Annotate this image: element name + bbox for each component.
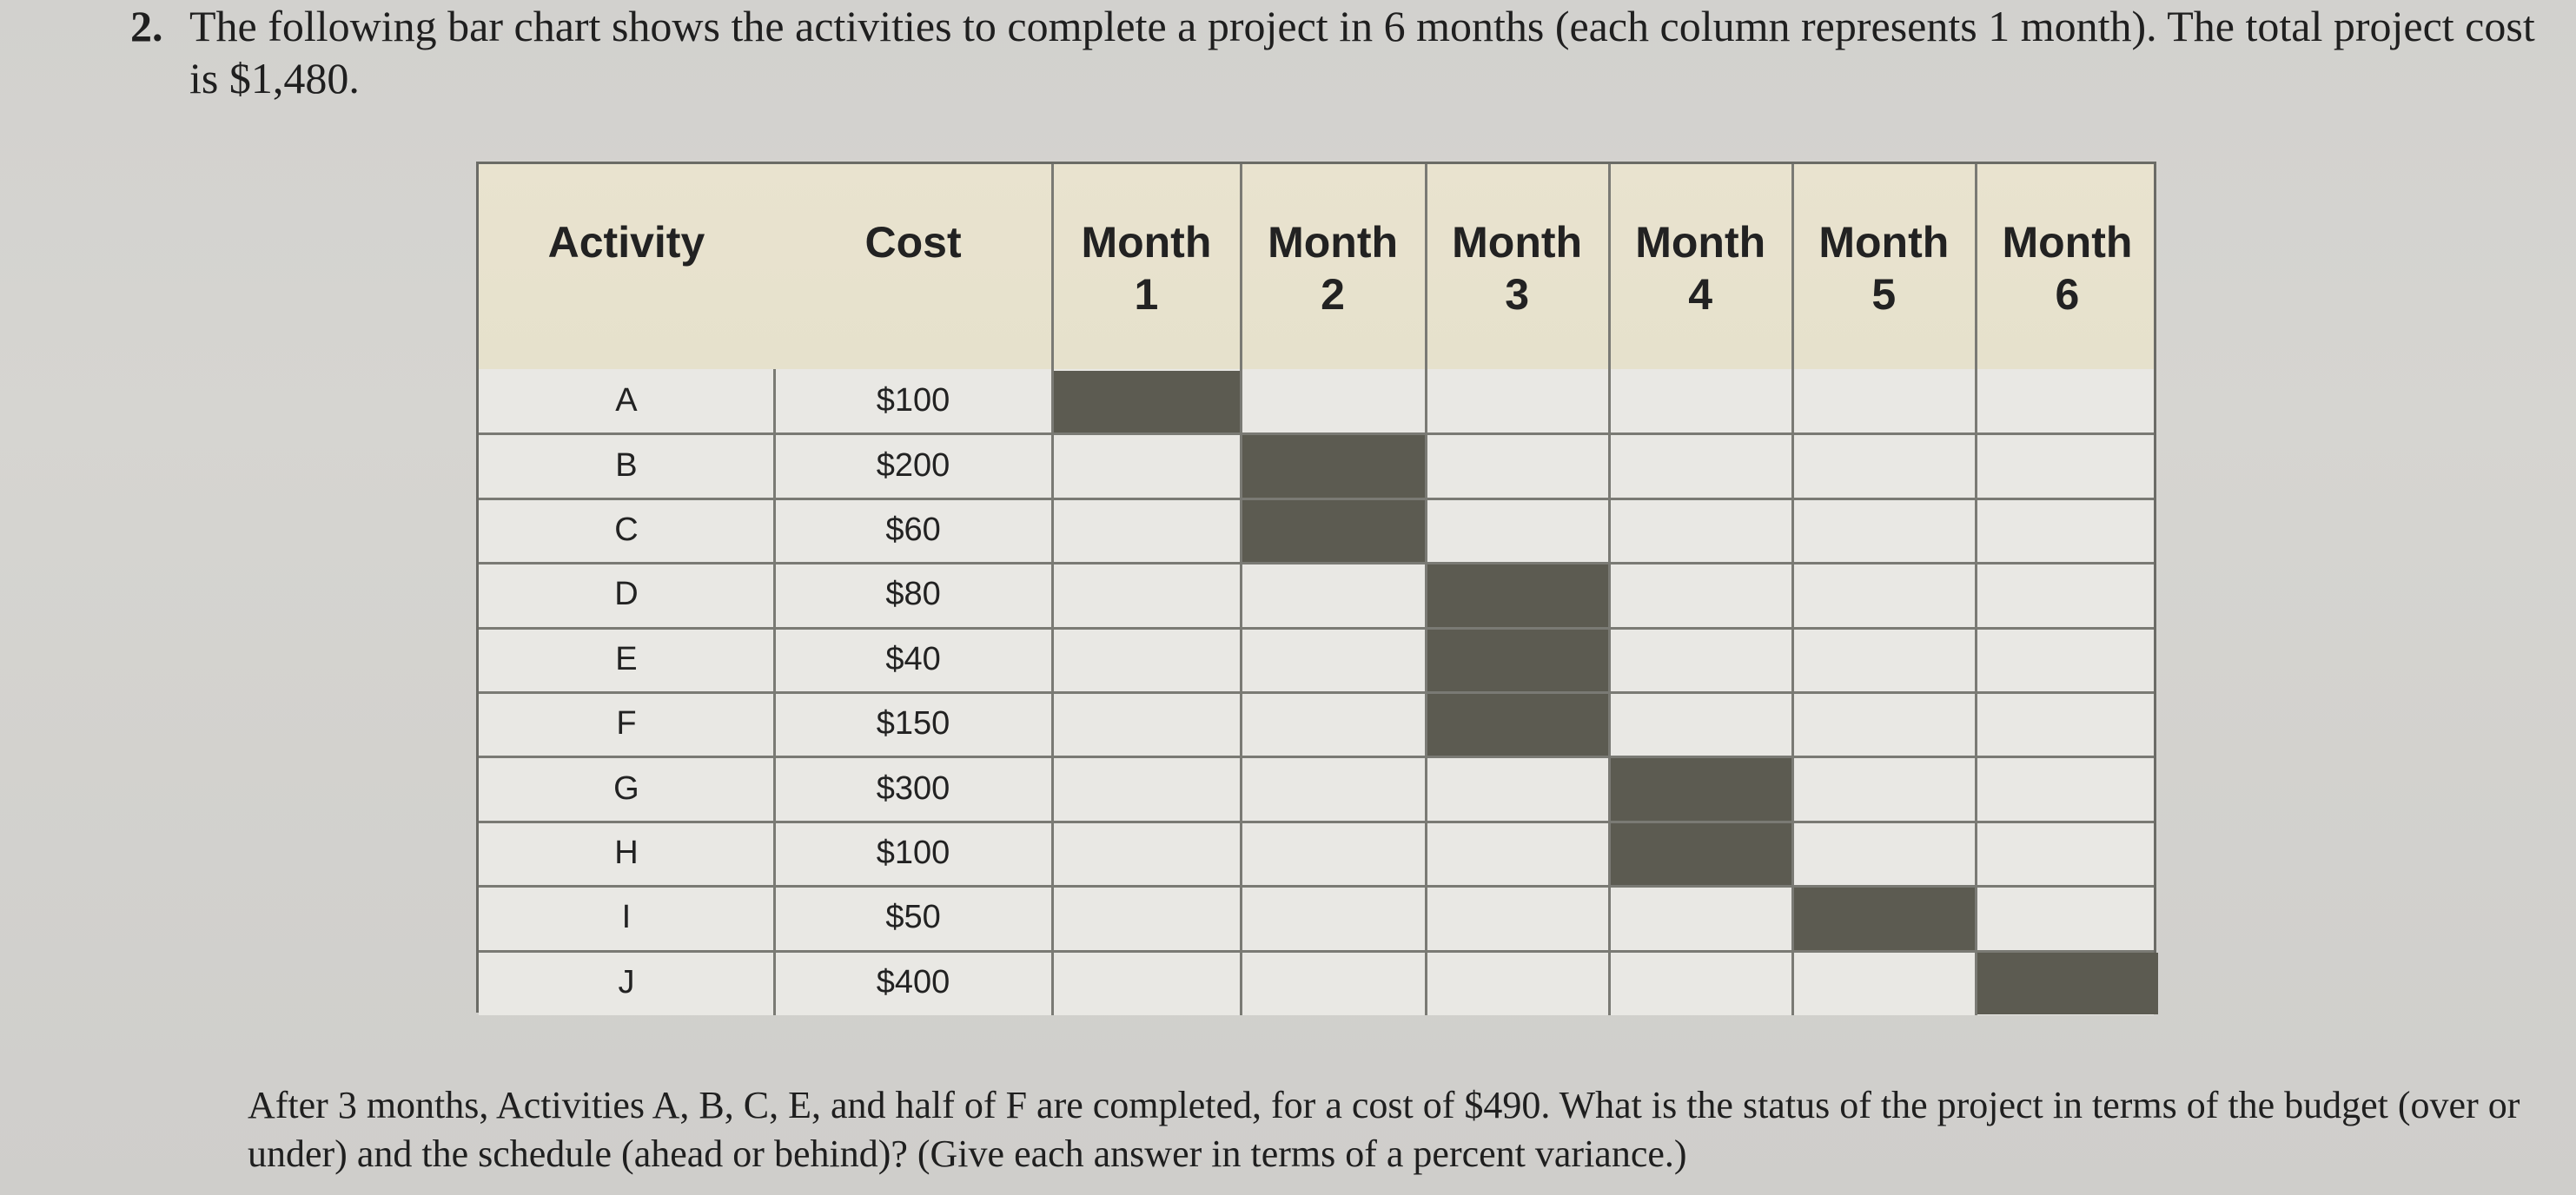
grid-line-vertical <box>1239 164 1242 1015</box>
header-month-label: Month <box>1635 218 1766 267</box>
activity-cost: $300 <box>876 769 950 807</box>
header-month-2: Month 2 <box>1241 216 1426 320</box>
activity-bar-I <box>1793 888 1975 950</box>
header-activity: Activity <box>547 218 705 267</box>
grid-line-vertical <box>1791 164 1794 1015</box>
grid-line-vertical <box>1051 164 1055 1015</box>
question-text: The following bar chart shows the activi… <box>189 2 2535 102</box>
activity-bar-A <box>1054 371 1240 433</box>
grid-line-horizontal <box>479 432 2154 436</box>
header-month-number: 3 <box>1505 270 1529 319</box>
activity-label: I <box>621 899 632 936</box>
activity-cost: $200 <box>876 446 950 484</box>
grid-line-horizontal <box>479 691 2154 694</box>
activity-cost: $100 <box>876 382 950 419</box>
header-band <box>479 164 2154 369</box>
activity-bar-G <box>1610 758 1791 821</box>
activity-label: J <box>618 963 635 1000</box>
grid-line-horizontal <box>479 562 2154 565</box>
activity-bar-D <box>1427 564 1608 627</box>
activity-cost: $100 <box>876 835 950 871</box>
activity-cost: $150 <box>876 705 950 743</box>
activity-bar-B <box>1242 435 1425 498</box>
grid-line-horizontal <box>479 497 2154 500</box>
activity-bar-J <box>1977 952 2158 1014</box>
activity-label: A <box>615 382 638 419</box>
header-month-1: Month 1 <box>1052 216 1240 320</box>
header-month-4: Month 4 <box>1609 216 1792 320</box>
header-month-6: Month 6 <box>1976 216 2159 320</box>
header-month-number: 2 <box>1321 270 1345 319</box>
header-month-label: Month <box>1081 218 1212 267</box>
activity-bar-C <box>1242 499 1425 563</box>
activity-bar-F <box>1427 694 1608 756</box>
question-number: 2. <box>130 2 163 50</box>
activity-label: F <box>616 705 637 743</box>
header-month-label: Month <box>1818 218 1950 267</box>
activity-label: D <box>614 576 639 613</box>
header-month-number: 5 <box>1871 270 1897 319</box>
activity-cost: $60 <box>885 512 941 548</box>
grid-line-horizontal <box>479 885 2154 888</box>
header-month-number: 6 <box>2055 270 2080 319</box>
activity-label: H <box>614 835 639 871</box>
activity-label: G <box>613 769 639 807</box>
header-month-label: Month <box>2002 218 2133 267</box>
activity-bar-H <box>1610 822 1791 886</box>
activity-cost: $400 <box>876 963 950 1000</box>
grid-line-vertical <box>1974 164 1977 1015</box>
header-month-label: Month <box>1452 218 1583 267</box>
grid-line-horizontal <box>479 949 2154 953</box>
activity-cost: $40 <box>885 640 941 677</box>
activity-cost: $80 <box>885 576 941 613</box>
header-month-number: 1 <box>1134 270 1159 319</box>
grid-line-vertical <box>1424 164 1427 1015</box>
activity-label: B <box>615 446 638 484</box>
activity-label: C <box>614 512 639 548</box>
grid-line-horizontal <box>479 820 2154 823</box>
grid-line-horizontal <box>479 626 2154 630</box>
header-month-5: Month 5 <box>1792 216 1976 320</box>
activity-cost: $50 <box>885 899 941 936</box>
activity-label: E <box>615 640 638 677</box>
header-month-label: Month <box>1268 218 1399 267</box>
grid-line-horizontal <box>479 756 2154 759</box>
header-month-3: Month 3 <box>1426 216 1609 320</box>
header-month-number: 4 <box>1688 270 1713 319</box>
header-cost: Cost <box>864 218 962 267</box>
activity-bar-E <box>1427 629 1608 691</box>
follow-up-question: After 3 months, Activities A, B, C, E, a… <box>248 1084 2520 1175</box>
grid-line-vertical <box>1607 164 1611 1015</box>
activity-bar-chart: Activity Cost Month 1 Month 2 Month 3 Month 4 Mo… <box>476 162 2159 1015</box>
